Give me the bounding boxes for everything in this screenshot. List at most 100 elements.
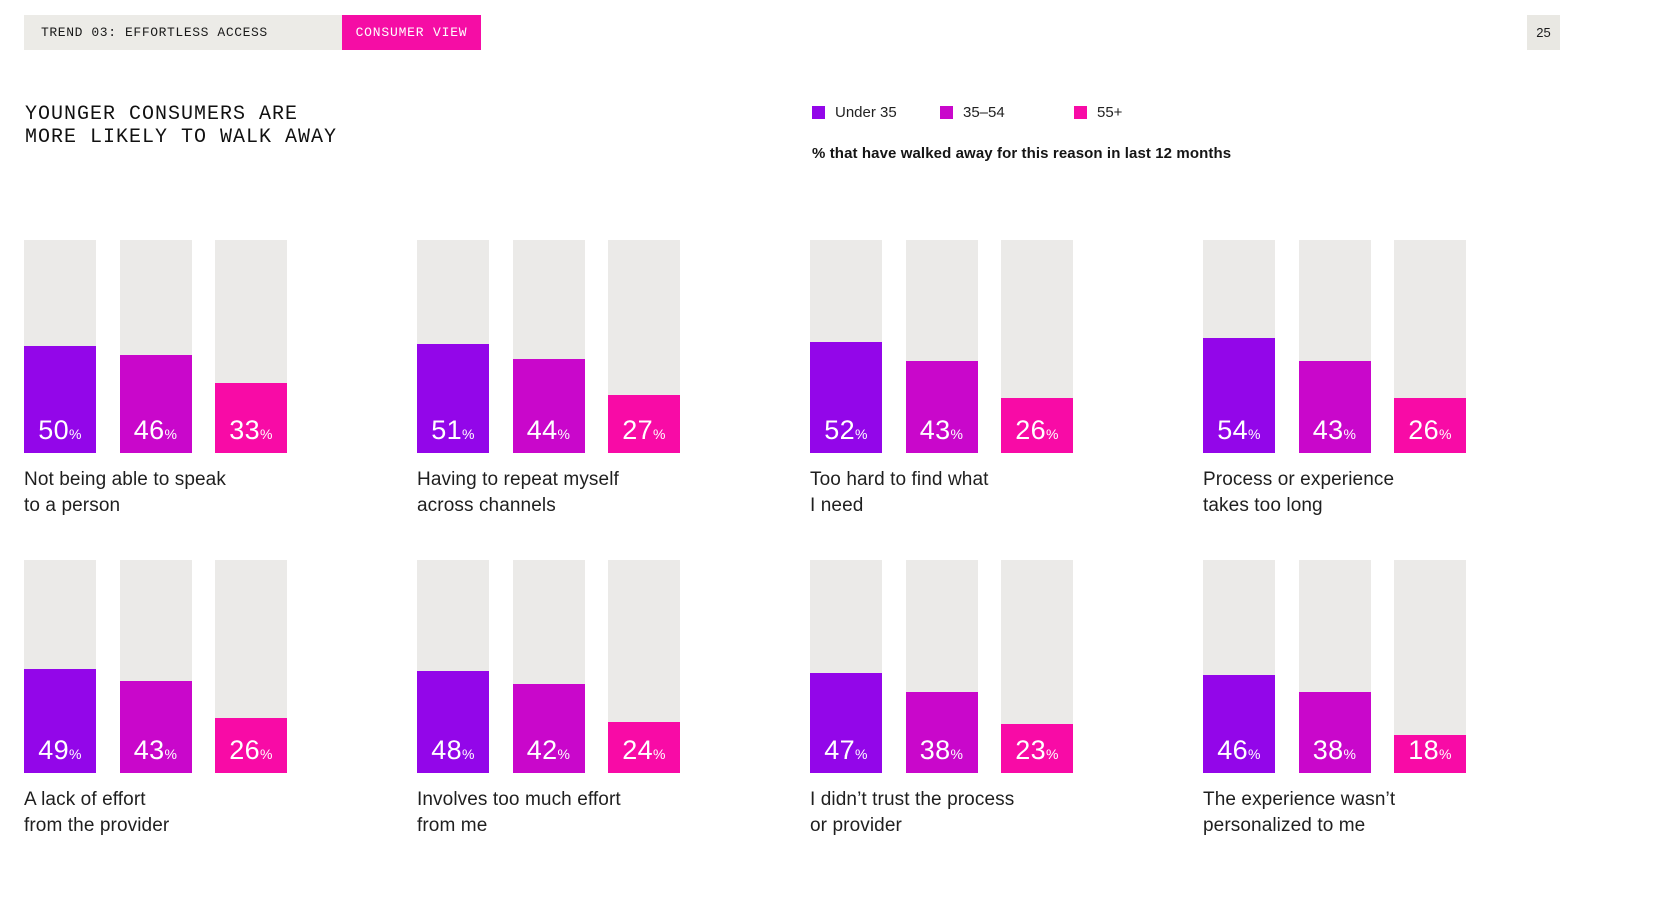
bar-value-number: 50	[38, 415, 69, 445]
bar-value-number: 38	[919, 735, 951, 765]
bar-55: 27%	[608, 395, 680, 453]
bar-track: 48%	[417, 560, 489, 773]
chart-group-not-being-able-to-speak-to-a-person: 50% 46% 33% Not being able to speak to a per…	[24, 240, 287, 519]
bar-value-label: 26%	[1015, 417, 1058, 453]
chart-group-caption: Not being able to speak to a person	[24, 467, 287, 519]
bar-track: 42%	[512, 560, 585, 773]
bar-value-percent-sign: %	[950, 746, 964, 762]
bar-value-percent-sign: %	[652, 746, 666, 762]
bar-under-35: 54%	[1203, 338, 1275, 453]
legend-item-under-35: Under 35	[812, 104, 940, 121]
chart-group-caption: A lack of effort from the provider	[24, 787, 287, 839]
bar-under-35: 50%	[24, 346, 96, 453]
bar-value-number: 46	[1217, 735, 1248, 765]
page-number: 25	[1527, 15, 1560, 50]
caption-line: across channels	[417, 495, 556, 516]
bar-value-percent-sign: %	[1247, 426, 1261, 442]
bar-track: 49%	[24, 560, 96, 773]
bar-value-number: 48	[431, 735, 462, 765]
bar-track: 50%	[24, 240, 96, 453]
chart-group-caption: Process or experience takes too long	[1203, 467, 1466, 519]
bar-value-percent-sign: %	[1343, 746, 1357, 762]
bar-value-percent-sign: %	[1343, 426, 1357, 442]
bar-track: 38%	[1298, 560, 1371, 773]
legend-label: Under 35	[835, 104, 897, 121]
caption-line: The experience wasn’t	[1203, 789, 1396, 810]
bar-track: 18%	[1394, 560, 1466, 773]
bar-55: 26%	[1001, 398, 1073, 453]
caption-line: from me	[417, 815, 488, 836]
bar-35-54: 43%	[1298, 361, 1371, 453]
bar-value-percent-sign: %	[68, 746, 82, 762]
bar-track: 27%	[608, 240, 680, 453]
bar-value-label: 43%	[1313, 417, 1356, 453]
chart-group-the-experience-wasn-t-personalized-to-me: 46% 38% 18% The experience wasn’t personaliz…	[1203, 560, 1466, 839]
bar-value-label: 54%	[1217, 417, 1260, 453]
chart-group-caption: Too hard to find what I need	[810, 467, 1073, 519]
caption-line: takes too long	[1203, 495, 1323, 516]
bar-under-35: 49%	[24, 669, 96, 773]
caption-line: Process or experience	[1203, 469, 1395, 490]
caption-line: personalized to me	[1203, 815, 1366, 836]
chart-group-caption: I didn’t trust the process or provider	[810, 787, 1073, 839]
bar-under-35: 48%	[417, 671, 489, 773]
chart-group-too-hard-to-find-what-i-need: 52% 43% 26% Too hard to find what I need	[810, 240, 1073, 519]
bar-value-number: 26	[1408, 415, 1439, 445]
bar-value-label: 27%	[622, 417, 665, 453]
caption-line: I didn’t trust the process	[810, 789, 1015, 810]
bar-35-54: 43%	[905, 361, 978, 453]
caption-line: Involves too much effort	[417, 789, 621, 810]
bar-row: 47% 38% 23%	[810, 560, 1073, 773]
bar-value-label: 47%	[824, 737, 867, 773]
bar-value-number: 33	[229, 415, 260, 445]
slide-title-line1: YOUNGER CONSUMERS ARE	[25, 103, 299, 126]
legend-item-35-54: 35–54	[940, 104, 1074, 121]
bar-row: 48% 42% 24%	[417, 560, 680, 773]
bar-track: 43%	[905, 240, 978, 453]
bar-value-number: 46	[133, 415, 165, 445]
chart-group-caption: Involves too much effort from me	[417, 787, 680, 839]
legend-swatch-icon	[940, 106, 953, 119]
bar-value-number: 47	[824, 735, 855, 765]
bar-value-percent-sign: %	[1438, 426, 1452, 442]
bar-value-label: 38%	[1313, 737, 1356, 773]
bar-value-label: 18%	[1408, 737, 1451, 773]
bar-35-54: 44%	[512, 359, 585, 453]
bar-value-label: 46%	[134, 417, 177, 453]
bar-track: 46%	[1203, 560, 1275, 773]
bar-value-percent-sign: %	[259, 426, 273, 442]
bar-value-label: 24%	[622, 737, 665, 773]
bar-value-number: 38	[1312, 735, 1344, 765]
bar-track: 44%	[512, 240, 585, 453]
caption-line: Not being able to speak	[24, 469, 226, 490]
bar-track: 26%	[1001, 240, 1073, 453]
bar-track: 38%	[905, 560, 978, 773]
slide-title: YOUNGER CONSUMERS ARE MORE LIKELY TO WAL…	[25, 103, 337, 149]
bar-value-label: 26%	[229, 737, 272, 773]
bar-value-percent-sign: %	[1045, 426, 1059, 442]
bar-row: 46% 38% 18%	[1203, 560, 1466, 773]
bar-value-number: 43	[919, 415, 951, 445]
caption-line: I need	[810, 495, 864, 516]
bar-55: 33%	[215, 383, 287, 453]
bar-value-number: 27	[622, 415, 653, 445]
bar-value-percent-sign: %	[259, 746, 273, 762]
bar-value-label: 52%	[824, 417, 867, 453]
bar-track: 52%	[810, 240, 882, 453]
chart-group-process-or-experience-takes-too-long: 54% 43% 26% Process or experience takes too …	[1203, 240, 1466, 519]
bar-value-number: 51	[431, 415, 462, 445]
bar-35-54: 42%	[512, 684, 585, 773]
bar-track: 24%	[608, 560, 680, 773]
legend-item-55: 55+	[1074, 104, 1122, 121]
legend-swatch-icon	[812, 106, 825, 119]
bar-55: 18%	[1394, 735, 1466, 773]
consumer-view-button[interactable]: CONSUMER VIEW	[342, 15, 481, 50]
chart-group-involves-too-much-effort-from-me: 48% 42% 24% Involves too much effort from me	[417, 560, 680, 839]
caption-line: Too hard to find what	[810, 469, 989, 490]
chart-legend: Under 35 35–54 55+	[812, 104, 1122, 121]
bar-row: 50% 46% 33%	[24, 240, 287, 453]
bar-value-number: 52	[824, 415, 855, 445]
bar-value-percent-sign: %	[461, 426, 475, 442]
bar-value-label: 38%	[920, 737, 963, 773]
chart-group-i-didn-t-trust-the-process-or-provider: 47% 38% 23% I didn’t trust the process or pr…	[810, 560, 1073, 839]
